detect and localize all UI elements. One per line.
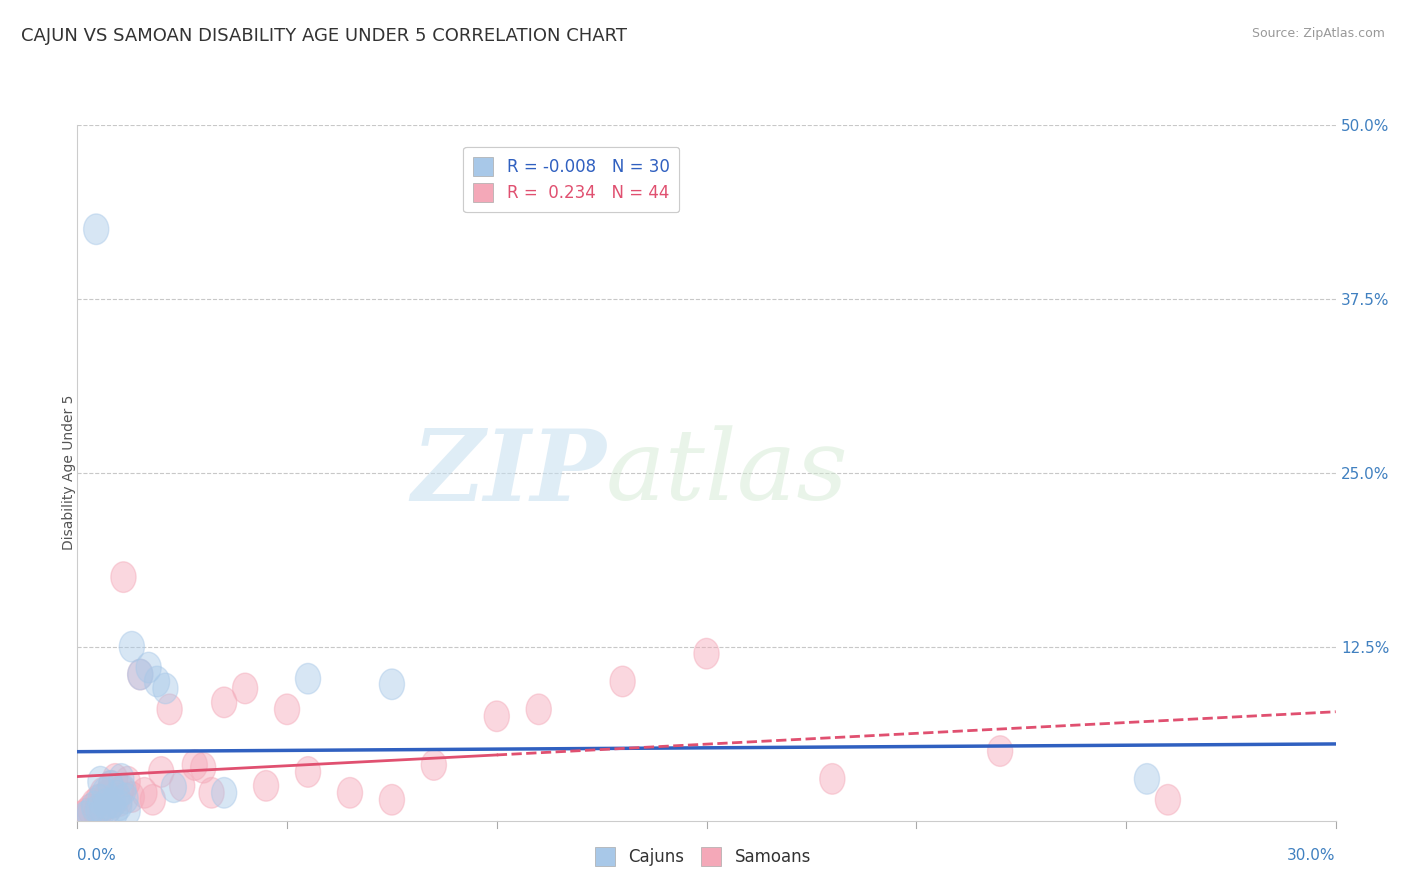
Ellipse shape: [91, 790, 117, 821]
Ellipse shape: [112, 783, 138, 814]
Ellipse shape: [82, 789, 107, 819]
Ellipse shape: [107, 790, 132, 821]
Ellipse shape: [69, 801, 94, 831]
Ellipse shape: [98, 771, 124, 801]
Ellipse shape: [380, 784, 405, 815]
Ellipse shape: [104, 783, 129, 814]
Ellipse shape: [111, 562, 136, 592]
Ellipse shape: [120, 632, 145, 662]
Ellipse shape: [149, 756, 174, 788]
Ellipse shape: [1135, 764, 1160, 794]
Ellipse shape: [162, 772, 187, 803]
Ellipse shape: [83, 797, 108, 828]
Ellipse shape: [132, 778, 157, 808]
Ellipse shape: [136, 652, 162, 683]
Ellipse shape: [337, 778, 363, 808]
Ellipse shape: [610, 666, 636, 697]
Ellipse shape: [111, 775, 136, 805]
Ellipse shape: [98, 771, 124, 801]
Ellipse shape: [987, 736, 1012, 766]
Ellipse shape: [107, 786, 132, 816]
Ellipse shape: [91, 778, 117, 808]
Ellipse shape: [157, 694, 183, 724]
Ellipse shape: [211, 778, 236, 808]
Ellipse shape: [94, 789, 120, 819]
Ellipse shape: [295, 664, 321, 694]
Ellipse shape: [200, 778, 224, 808]
Ellipse shape: [90, 796, 115, 826]
Ellipse shape: [86, 784, 111, 815]
Ellipse shape: [1156, 784, 1181, 815]
Ellipse shape: [170, 771, 195, 801]
Ellipse shape: [96, 793, 121, 823]
Ellipse shape: [380, 669, 405, 699]
Ellipse shape: [422, 749, 447, 780]
Ellipse shape: [87, 784, 112, 815]
Ellipse shape: [191, 753, 215, 783]
Ellipse shape: [128, 659, 153, 690]
Ellipse shape: [87, 796, 112, 826]
Text: ZIP: ZIP: [411, 425, 606, 521]
Legend: R = -0.008   N = 30, R =  0.234   N = 44: R = -0.008 N = 30, R = 0.234 N = 44: [463, 147, 679, 212]
Ellipse shape: [86, 794, 111, 825]
Text: Source: ZipAtlas.com: Source: ZipAtlas.com: [1251, 27, 1385, 40]
Ellipse shape: [211, 687, 236, 718]
Ellipse shape: [108, 775, 134, 805]
Text: 30.0%: 30.0%: [1288, 848, 1336, 863]
Ellipse shape: [295, 756, 321, 788]
Ellipse shape: [77, 794, 103, 825]
Ellipse shape: [128, 659, 153, 690]
Ellipse shape: [77, 798, 103, 829]
Ellipse shape: [484, 701, 509, 731]
Ellipse shape: [232, 673, 257, 704]
Ellipse shape: [87, 766, 112, 797]
Ellipse shape: [90, 778, 115, 808]
Ellipse shape: [100, 788, 125, 818]
Ellipse shape: [73, 798, 98, 829]
Ellipse shape: [274, 694, 299, 724]
Text: 0.0%: 0.0%: [77, 848, 117, 863]
Y-axis label: Disability Age Under 5: Disability Age Under 5: [62, 395, 76, 550]
Ellipse shape: [153, 673, 179, 704]
Ellipse shape: [115, 766, 141, 797]
Ellipse shape: [94, 780, 120, 811]
Ellipse shape: [120, 781, 145, 813]
Legend: Cajuns, Samoans: Cajuns, Samoans: [586, 838, 820, 875]
Ellipse shape: [103, 797, 128, 828]
Ellipse shape: [253, 771, 278, 801]
Ellipse shape: [141, 784, 166, 815]
Ellipse shape: [820, 764, 845, 794]
Ellipse shape: [115, 796, 141, 826]
Ellipse shape: [73, 801, 98, 831]
Ellipse shape: [145, 666, 170, 697]
Text: atlas: atlas: [606, 425, 849, 520]
Ellipse shape: [183, 749, 207, 780]
Ellipse shape: [108, 764, 134, 794]
Ellipse shape: [100, 788, 125, 818]
Ellipse shape: [104, 780, 129, 811]
Ellipse shape: [96, 793, 121, 823]
Ellipse shape: [83, 214, 108, 244]
Text: CAJUN VS SAMOAN DISABILITY AGE UNDER 5 CORRELATION CHART: CAJUN VS SAMOAN DISABILITY AGE UNDER 5 C…: [21, 27, 627, 45]
Ellipse shape: [526, 694, 551, 724]
Ellipse shape: [103, 764, 128, 794]
Ellipse shape: [82, 791, 107, 822]
Ellipse shape: [695, 639, 718, 669]
